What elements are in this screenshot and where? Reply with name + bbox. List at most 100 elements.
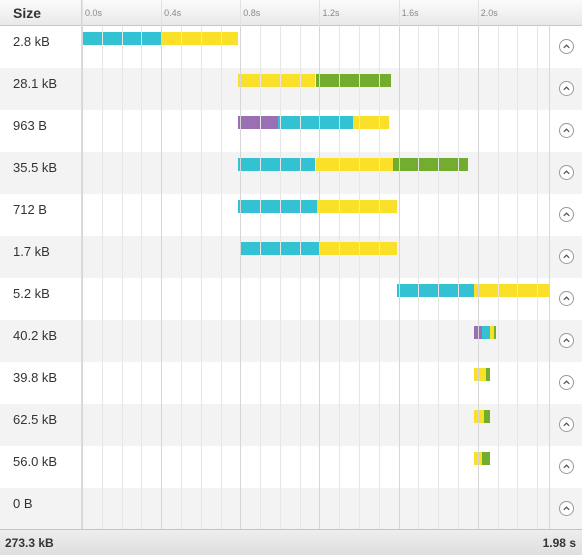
request-row[interactable]: 712 B bbox=[0, 194, 582, 236]
row-action-cell bbox=[549, 68, 582, 110]
summary-footer: 273.3 kB 1.98 s bbox=[0, 529, 582, 555]
tick-separator bbox=[240, 0, 242, 26]
chevron-up-icon bbox=[563, 86, 570, 91]
request-size: 56.0 kB bbox=[13, 454, 58, 469]
row-action-cell bbox=[549, 110, 582, 152]
timing-bar-wait[interactable] bbox=[317, 200, 397, 213]
chevron-up-icon bbox=[563, 380, 570, 385]
expand-button[interactable] bbox=[559, 333, 574, 348]
request-row[interactable]: 2.8 kB bbox=[0, 26, 582, 68]
request-row[interactable]: 62.5 kB bbox=[0, 404, 582, 446]
size-cell: 40.2 kB bbox=[0, 320, 82, 362]
timing-bar-receive[interactable] bbox=[483, 410, 490, 423]
tick-separator bbox=[161, 0, 163, 26]
request-size: 1.7 kB bbox=[13, 244, 50, 259]
timing-bar-connect[interactable] bbox=[240, 242, 320, 255]
timing-bar-wait[interactable] bbox=[353, 116, 389, 129]
timing-bar-connect[interactable] bbox=[82, 32, 162, 45]
timing-bar-dns[interactable] bbox=[473, 326, 482, 339]
request-size: 0 B bbox=[13, 496, 33, 511]
request-size: 5.2 kB bbox=[13, 286, 50, 301]
expand-button[interactable] bbox=[559, 81, 574, 96]
timing-bar-connect[interactable] bbox=[238, 158, 316, 171]
request-size: 40.2 kB bbox=[13, 328, 58, 343]
size-cell: 28.1 kB bbox=[0, 68, 82, 110]
expand-button[interactable] bbox=[559, 207, 574, 222]
timing-bar-receive[interactable] bbox=[392, 158, 468, 171]
size-cell: 56.0 kB bbox=[0, 446, 82, 488]
expand-button[interactable] bbox=[559, 165, 574, 180]
tick-label: 0.4s bbox=[164, 8, 182, 18]
chevron-up-icon bbox=[563, 422, 570, 427]
row-action-cell bbox=[549, 152, 582, 194]
request-row[interactable]: 0 B bbox=[0, 488, 582, 530]
tick-label: 1.6s bbox=[401, 8, 419, 18]
expand-button[interactable] bbox=[559, 375, 574, 390]
timing-bar-wait[interactable] bbox=[473, 368, 486, 381]
request-row[interactable]: 28.1 kB bbox=[0, 68, 582, 110]
tick-label: 2.0s bbox=[480, 8, 498, 18]
timing-bar-wait[interactable] bbox=[473, 452, 482, 465]
size-cell: 62.5 kB bbox=[0, 404, 82, 446]
timing-bar-dns[interactable] bbox=[238, 116, 278, 129]
size-cell: 712 B bbox=[0, 194, 82, 236]
tick-separator bbox=[82, 0, 83, 26]
request-size: 39.8 kB bbox=[13, 370, 58, 385]
timing-bar-wait[interactable] bbox=[238, 74, 316, 87]
request-size: 35.5 kB bbox=[13, 160, 58, 175]
timing-bar-wait[interactable] bbox=[473, 410, 484, 423]
request-list: 2.8 kB 28.1 kB 963 B 35.5 kB 712 B 1.7 kB 5.2 … bbox=[0, 26, 582, 530]
row-action-cell bbox=[549, 194, 582, 236]
request-row[interactable]: 963 B bbox=[0, 110, 582, 152]
request-row[interactable]: 1.7 kB bbox=[0, 236, 582, 278]
request-size: 28.1 kB bbox=[13, 76, 58, 91]
tick-label: 1.2s bbox=[322, 8, 340, 18]
timing-bar-connect[interactable] bbox=[481, 326, 490, 339]
row-action-cell bbox=[549, 446, 582, 488]
size-cell: 39.8 kB bbox=[0, 362, 82, 404]
timing-bar-receive[interactable] bbox=[493, 326, 496, 339]
expand-button[interactable] bbox=[559, 291, 574, 306]
timing-bar-receive[interactable] bbox=[315, 74, 391, 87]
timing-bar-wait[interactable] bbox=[319, 242, 397, 255]
size-cell: 0 B bbox=[0, 488, 82, 530]
timing-bar-wait[interactable] bbox=[161, 32, 239, 45]
request-row[interactable]: 40.2 kB bbox=[0, 320, 582, 362]
timing-bar-receive[interactable] bbox=[485, 368, 490, 381]
expand-button[interactable] bbox=[559, 417, 574, 432]
size-cell: 35.5 kB bbox=[0, 152, 82, 194]
waterfall-header: Size 0.0s 0.4s 0.8s 1.2s 1.6s 2.0s bbox=[0, 0, 582, 26]
tick-label: 0.0s bbox=[85, 8, 103, 18]
request-row[interactable]: 5.2 kB bbox=[0, 278, 582, 320]
request-size: 963 B bbox=[13, 118, 47, 133]
timing-bar-wait[interactable] bbox=[473, 284, 549, 297]
chevron-up-icon bbox=[563, 338, 570, 343]
size-cell: 2.8 kB bbox=[0, 26, 82, 68]
request-row[interactable]: 39.8 kB bbox=[0, 362, 582, 404]
timing-bar-wait[interactable] bbox=[489, 326, 494, 339]
expand-button[interactable] bbox=[559, 123, 574, 138]
expand-button[interactable] bbox=[559, 501, 574, 516]
row-action-cell bbox=[549, 320, 582, 362]
tick-separator bbox=[319, 0, 321, 26]
expand-button[interactable] bbox=[559, 39, 574, 54]
size-column-header[interactable]: Size bbox=[0, 0, 82, 26]
request-row[interactable]: 35.5 kB bbox=[0, 152, 582, 194]
chevron-up-icon bbox=[563, 296, 570, 301]
tick-label: 0.8s bbox=[243, 8, 261, 18]
timing-bar-receive[interactable] bbox=[481, 452, 490, 465]
row-action-cell bbox=[549, 362, 582, 404]
request-size: 62.5 kB bbox=[13, 412, 58, 427]
size-cell: 963 B bbox=[0, 110, 82, 152]
row-action-cell bbox=[549, 404, 582, 446]
row-action-cell bbox=[549, 278, 582, 320]
expand-button[interactable] bbox=[559, 459, 574, 474]
chevron-up-icon bbox=[563, 128, 570, 133]
total-size: 273.3 kB bbox=[5, 536, 54, 550]
request-row[interactable]: 56.0 kB bbox=[0, 446, 582, 488]
timing-bar-connect[interactable] bbox=[277, 116, 354, 129]
expand-button[interactable] bbox=[559, 249, 574, 264]
timing-bar-wait[interactable] bbox=[315, 158, 393, 171]
timing-bar-connect[interactable] bbox=[238, 200, 318, 213]
timing-bar-connect[interactable] bbox=[396, 284, 474, 297]
